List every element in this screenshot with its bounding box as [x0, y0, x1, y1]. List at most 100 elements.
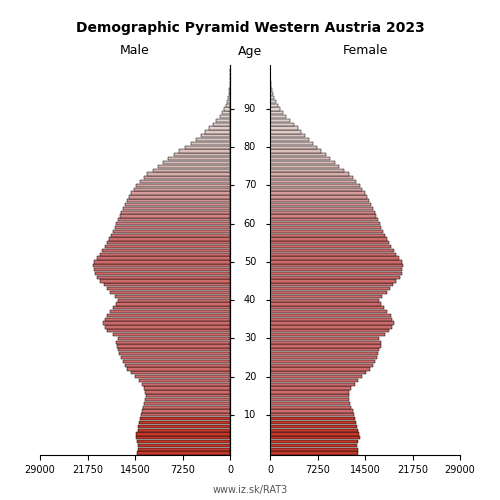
Bar — [163, 161, 230, 164]
Bar — [137, 452, 230, 454]
Bar — [270, 268, 402, 271]
Bar — [228, 100, 230, 103]
Bar — [270, 306, 384, 310]
Bar — [270, 245, 391, 248]
Bar — [105, 245, 230, 248]
Bar — [270, 241, 389, 244]
Bar — [270, 294, 382, 298]
Bar — [270, 119, 289, 122]
Bar — [142, 410, 230, 412]
Bar — [270, 146, 317, 149]
Bar — [270, 340, 382, 344]
Bar — [111, 234, 230, 237]
Bar — [270, 130, 302, 134]
Bar — [100, 280, 230, 282]
Bar — [270, 440, 358, 443]
Bar — [270, 180, 356, 183]
Bar — [270, 375, 362, 378]
Bar — [270, 272, 402, 275]
Bar — [136, 432, 230, 436]
Bar — [270, 444, 357, 447]
Bar — [138, 444, 230, 447]
Bar — [146, 394, 230, 398]
Text: 10: 10 — [244, 410, 256, 420]
Bar — [270, 302, 380, 306]
Bar — [124, 364, 230, 367]
Bar — [270, 111, 283, 114]
Bar — [270, 196, 367, 198]
Bar — [270, 207, 373, 210]
Bar — [146, 390, 230, 394]
Bar — [270, 203, 371, 206]
Text: 50: 50 — [244, 257, 256, 267]
Bar — [270, 390, 349, 394]
Bar — [270, 80, 271, 84]
Bar — [136, 436, 230, 440]
Bar — [107, 241, 230, 244]
Bar — [270, 192, 365, 194]
Bar — [229, 92, 230, 96]
Bar — [146, 398, 230, 401]
Bar — [270, 356, 377, 359]
Bar — [270, 92, 273, 96]
Bar — [127, 199, 230, 202]
Bar — [102, 249, 230, 252]
Bar — [186, 146, 230, 149]
Bar — [118, 218, 230, 222]
Bar — [270, 84, 272, 87]
Bar — [270, 329, 389, 332]
Bar — [121, 210, 230, 214]
Bar — [270, 104, 278, 107]
Text: Demographic Pyramid Western Austria 2023: Demographic Pyramid Western Austria 2023 — [76, 21, 424, 35]
Bar — [270, 344, 380, 348]
Bar — [144, 402, 230, 405]
Bar — [116, 302, 230, 306]
Bar — [118, 337, 230, 340]
Bar — [270, 188, 362, 191]
Text: Male: Male — [120, 44, 150, 58]
Bar — [118, 348, 230, 352]
Bar — [104, 283, 230, 286]
Bar — [270, 298, 379, 302]
Bar — [270, 214, 376, 218]
Bar — [114, 226, 230, 229]
Bar — [270, 432, 359, 436]
Bar — [270, 153, 326, 156]
Bar — [270, 452, 358, 454]
Bar — [270, 122, 293, 126]
Bar — [108, 329, 230, 332]
Bar — [112, 230, 230, 233]
Text: 20: 20 — [244, 372, 256, 382]
Bar — [222, 111, 230, 114]
Bar — [270, 436, 360, 440]
Bar — [270, 291, 386, 294]
Bar — [228, 96, 230, 99]
Bar — [144, 176, 230, 180]
Bar — [270, 310, 388, 313]
Bar — [270, 448, 358, 451]
Bar — [141, 413, 230, 416]
Bar — [120, 356, 230, 359]
Bar — [270, 318, 392, 321]
Bar — [120, 214, 230, 218]
Bar — [270, 138, 310, 141]
Bar — [138, 424, 230, 428]
Bar — [216, 119, 230, 122]
Bar — [270, 410, 352, 412]
Text: Female: Female — [342, 44, 388, 58]
Bar — [105, 326, 230, 328]
Bar — [120, 352, 230, 356]
Bar — [174, 153, 230, 156]
Bar — [140, 180, 230, 183]
Bar — [270, 326, 392, 328]
Bar — [270, 394, 348, 398]
Bar — [144, 386, 230, 390]
Bar — [270, 314, 390, 317]
Bar — [107, 314, 230, 317]
Bar — [142, 382, 230, 386]
Bar — [137, 440, 230, 443]
Bar — [270, 260, 402, 264]
Bar — [270, 218, 378, 222]
Bar — [97, 276, 230, 279]
Bar — [134, 188, 230, 191]
